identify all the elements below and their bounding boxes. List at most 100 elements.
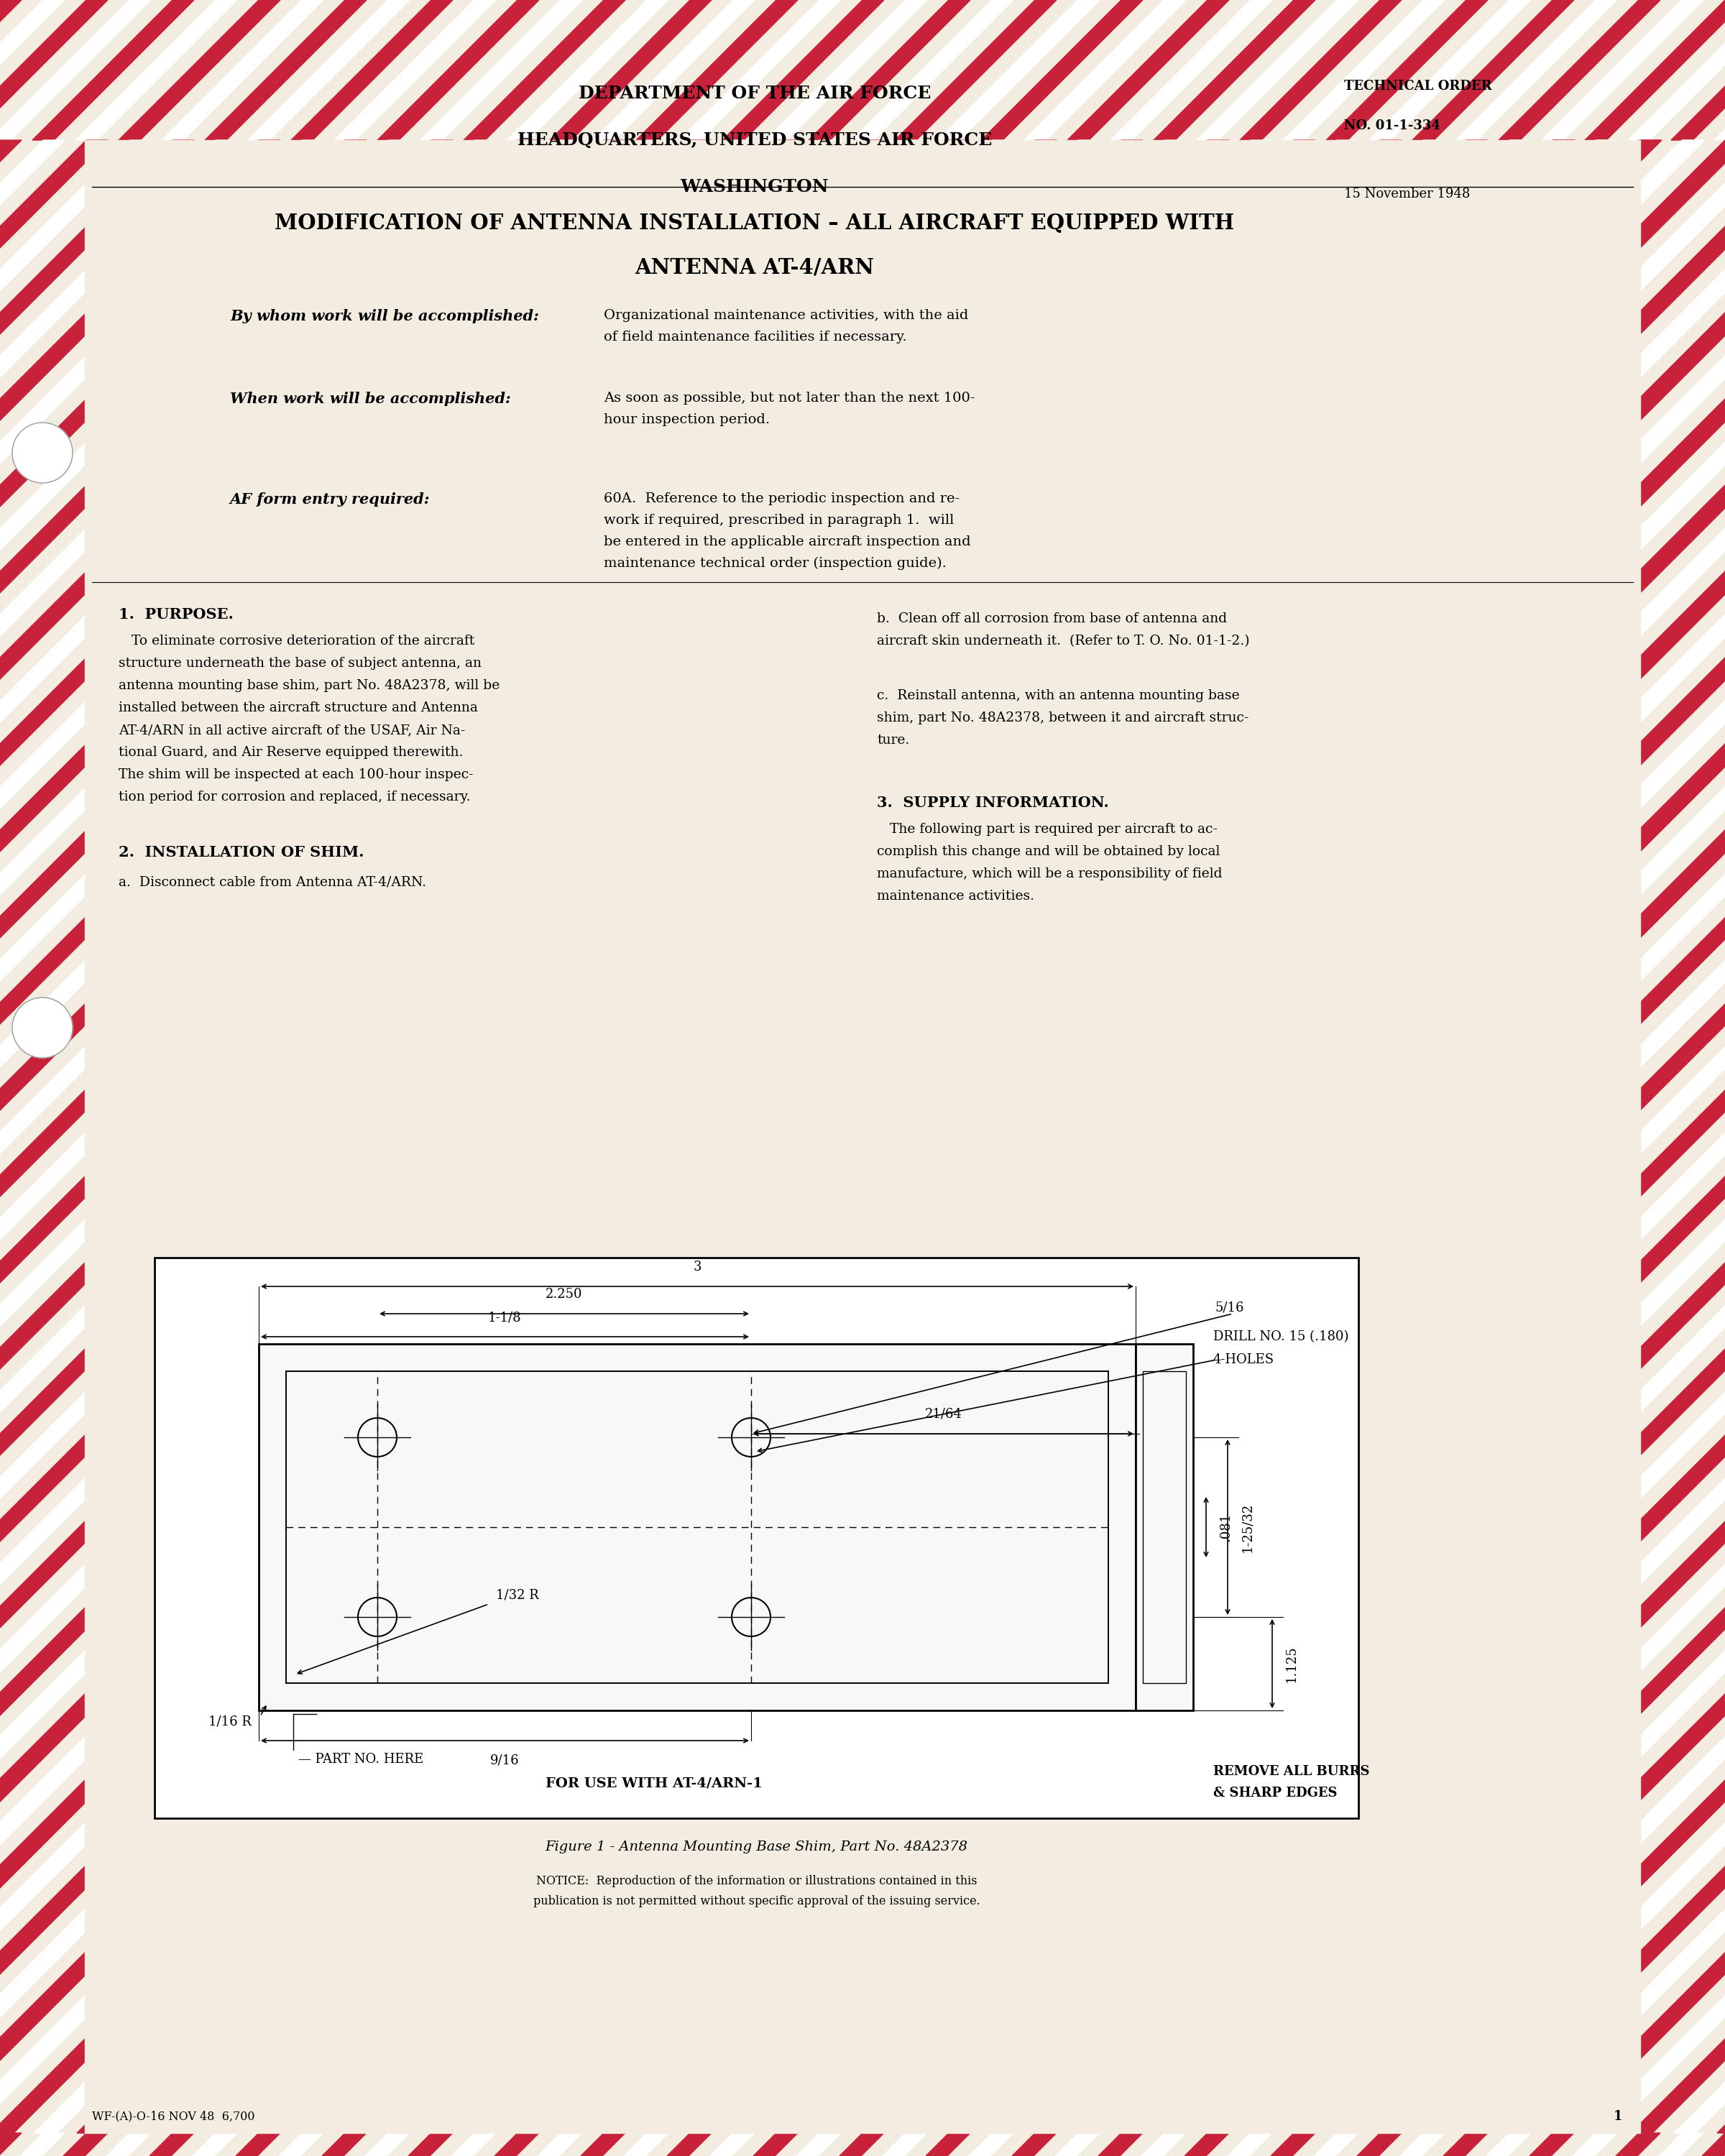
- Polygon shape: [0, 140, 107, 2132]
- Polygon shape: [0, 140, 1725, 2132]
- Polygon shape: [1659, 2132, 1704, 2156]
- Polygon shape: [0, 140, 1725, 2132]
- Polygon shape: [0, 140, 497, 2132]
- Polygon shape: [0, 140, 1401, 2132]
- Polygon shape: [1013, 2132, 1056, 2156]
- Polygon shape: [452, 2132, 497, 2156]
- Polygon shape: [1703, 2132, 1725, 2156]
- Polygon shape: [840, 2132, 885, 2156]
- Polygon shape: [495, 2132, 538, 2156]
- Polygon shape: [1542, 0, 1704, 140]
- Polygon shape: [1070, 140, 1725, 2132]
- Circle shape: [12, 423, 72, 483]
- Text: 1-1/8: 1-1/8: [488, 1311, 521, 1324]
- Polygon shape: [0, 140, 1273, 2132]
- Polygon shape: [595, 140, 1725, 2132]
- Polygon shape: [207, 140, 1725, 2132]
- Polygon shape: [1499, 0, 1659, 140]
- Polygon shape: [164, 140, 1725, 2132]
- Polygon shape: [0, 140, 1725, 2132]
- Polygon shape: [0, 140, 1725, 2132]
- Polygon shape: [1154, 0, 1316, 140]
- Text: ANTENNA AT-4/ARN: ANTENNA AT-4/ARN: [635, 257, 875, 278]
- Polygon shape: [681, 140, 1725, 2132]
- Polygon shape: [895, 0, 1056, 140]
- Text: AT-4/ARN in all active aircraft of the USAF, Air Na-: AT-4/ARN in all active aircraft of the U…: [119, 724, 466, 737]
- Polygon shape: [1156, 140, 1725, 2132]
- Polygon shape: [581, 2132, 626, 2156]
- Polygon shape: [336, 140, 1725, 2132]
- Polygon shape: [279, 2132, 324, 2156]
- Text: maintenance activities.: maintenance activities.: [876, 890, 1035, 903]
- Text: 1.  PURPOSE.: 1. PURPOSE.: [119, 608, 233, 621]
- Polygon shape: [0, 140, 583, 2132]
- Polygon shape: [969, 2132, 1014, 2156]
- Polygon shape: [380, 140, 1725, 2132]
- Polygon shape: [1111, 0, 1273, 140]
- Bar: [286, 1371, 1109, 1684]
- Polygon shape: [552, 140, 1725, 2132]
- Bar: [0, 140, 85, 2132]
- Polygon shape: [1616, 2132, 1659, 2156]
- Polygon shape: [64, 2132, 107, 2156]
- Text: When work will be accomplished:: When work will be accomplished:: [229, 392, 511, 405]
- Polygon shape: [1068, 0, 1228, 140]
- Text: 15 November 1948: 15 November 1948: [1344, 188, 1470, 201]
- Polygon shape: [76, 0, 238, 140]
- Text: 2.  INSTALLATION OF SHIM.: 2. INSTALLATION OF SHIM.: [119, 845, 364, 860]
- Polygon shape: [0, 140, 885, 2132]
- Text: 1.125: 1.125: [1285, 1645, 1299, 1682]
- Polygon shape: [668, 2132, 712, 2156]
- Polygon shape: [1628, 0, 1725, 140]
- Text: NOTICE:  Reproduction of the information or illustrations contained in this: NOTICE: Reproduction of the information …: [536, 1876, 976, 1889]
- Polygon shape: [33, 0, 193, 140]
- Polygon shape: [0, 140, 1487, 2132]
- Bar: [0, 0, 1725, 140]
- Text: manufacture, which will be a responsibility of field: manufacture, which will be a responsibil…: [876, 867, 1223, 880]
- Polygon shape: [0, 140, 1532, 2132]
- Polygon shape: [423, 140, 1725, 2132]
- Polygon shape: [854, 140, 1725, 2132]
- Polygon shape: [809, 0, 969, 140]
- Polygon shape: [119, 0, 279, 140]
- Polygon shape: [0, 140, 367, 2132]
- Polygon shape: [250, 140, 1725, 2132]
- Polygon shape: [1199, 140, 1725, 2132]
- Polygon shape: [1228, 2132, 1273, 2156]
- Polygon shape: [1142, 2132, 1187, 2156]
- Polygon shape: [0, 140, 1446, 2132]
- Polygon shape: [1501, 140, 1725, 2132]
- Circle shape: [12, 998, 72, 1059]
- Polygon shape: [0, 140, 1725, 2132]
- Text: be entered in the applicable aircraft inspection and: be entered in the applicable aircraft in…: [604, 535, 971, 548]
- Polygon shape: [121, 140, 1725, 2132]
- Polygon shape: [940, 140, 1725, 2132]
- Polygon shape: [78, 140, 1725, 2132]
- Text: 4-HOLES: 4-HOLES: [1213, 1354, 1275, 1367]
- Polygon shape: [0, 140, 712, 2132]
- Polygon shape: [982, 0, 1144, 140]
- Polygon shape: [1099, 2132, 1144, 2156]
- Text: 3.  SUPPLY INFORMATION.: 3. SUPPLY INFORMATION.: [876, 796, 1109, 811]
- Polygon shape: [1585, 0, 1725, 140]
- Polygon shape: [852, 0, 1014, 140]
- Polygon shape: [1672, 0, 1725, 140]
- Polygon shape: [1413, 0, 1575, 140]
- Polygon shape: [1370, 0, 1532, 140]
- Text: .081: .081: [1220, 1514, 1232, 1542]
- Polygon shape: [0, 140, 1101, 2132]
- Polygon shape: [0, 140, 452, 2132]
- Polygon shape: [754, 2132, 797, 2156]
- Polygon shape: [0, 140, 1014, 2132]
- Text: c.  Reinstall antenna, with an antenna mounting base: c. Reinstall antenna, with an antenna mo…: [876, 690, 1240, 703]
- Polygon shape: [0, 140, 1725, 2132]
- Polygon shape: [983, 140, 1725, 2132]
- Text: FOR USE WITH AT-4/ARN-1: FOR USE WITH AT-4/ARN-1: [545, 1777, 762, 1789]
- Polygon shape: [1056, 2132, 1101, 2156]
- Polygon shape: [466, 140, 1725, 2132]
- Polygon shape: [380, 140, 1725, 2132]
- Polygon shape: [1401, 2132, 1446, 2156]
- Polygon shape: [768, 140, 1725, 2132]
- Polygon shape: [366, 2132, 411, 2156]
- Polygon shape: [637, 0, 797, 140]
